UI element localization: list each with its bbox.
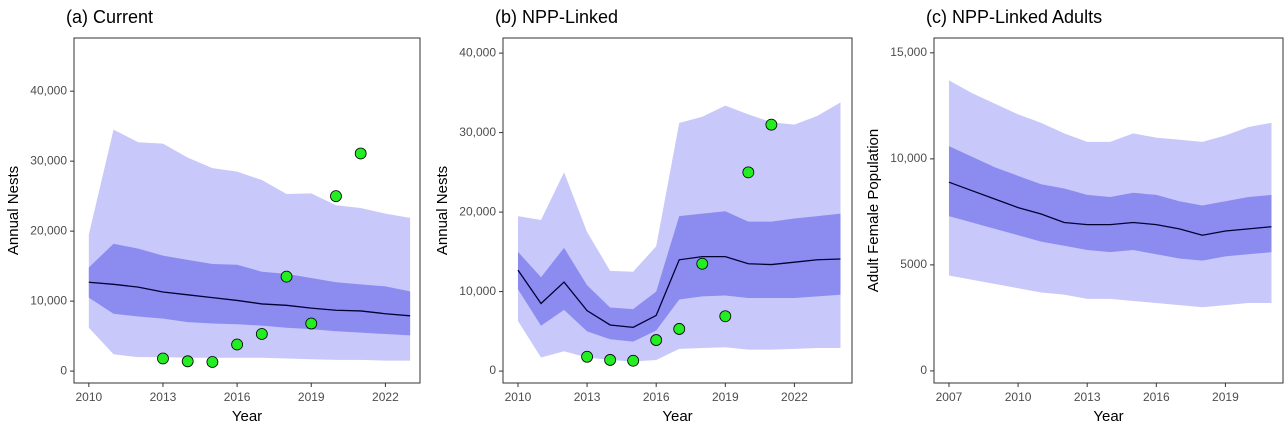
y-tick-label: 40,000 (459, 45, 496, 59)
panel: (c) NPP-Linked Adults Year Adult Female Po… (865, 7, 1284, 425)
panel-border (502, 37, 853, 384)
x-tick-label: 2010 (1005, 390, 1032, 404)
median-line (517, 255, 841, 329)
median-line (88, 281, 411, 317)
x-tick-label: 2013 (150, 390, 177, 404)
panel-title: (a) Current (66, 7, 153, 27)
observed-point (305, 317, 318, 330)
x-tick-label: 2016 (643, 390, 670, 404)
y-axis-label: Annual Nests (434, 166, 451, 255)
observed-point (604, 354, 617, 366)
y-tick-label: 15,000 (890, 45, 927, 59)
inner-band (88, 243, 411, 336)
x-tick-label: 2013 (574, 390, 601, 404)
x-tick-label: 2013 (1074, 390, 1101, 404)
x-tick-label: 2016 (1143, 390, 1170, 404)
y-tick-label: 20,000 (30, 223, 67, 237)
panel: (a) Current Year Annual Nests 0 10,000 20,000… (5, 7, 421, 425)
x-tick-label: 2019 (298, 390, 325, 404)
y-tick-label: 30,000 (459, 125, 496, 139)
x-axis-label: Year (232, 408, 262, 425)
x-tick-label: 2010 (505, 390, 532, 404)
panel-border (73, 37, 421, 384)
y-tick-label: 20,000 (459, 204, 496, 218)
x-tick-label: 2019 (712, 390, 739, 404)
observed-point (181, 355, 194, 368)
observed-point (330, 190, 342, 203)
observed-point (206, 356, 219, 368)
y-tick-label: 5000 (900, 257, 927, 271)
x-tick-label: 2007 (936, 390, 963, 404)
observed-point (765, 118, 778, 131)
x-tick-label: 2010 (75, 390, 102, 404)
observed-point (719, 310, 732, 323)
y-tick-label: 10,000 (459, 284, 496, 298)
observed-point (650, 334, 663, 346)
panel-title: (c) NPP-Linked Adults (926, 7, 1102, 27)
observed-point (231, 338, 244, 351)
y-tick-label: 0 (920, 363, 927, 377)
observed-point (280, 270, 293, 283)
observed-point (581, 350, 593, 363)
y-axis-label: Annual Nests (5, 166, 22, 255)
panel: (b) NPP-Linked Year Annual Nests 0 10,000 20,… (434, 7, 853, 425)
observed-point (673, 323, 686, 335)
y-tick-label: 40,000 (30, 83, 67, 97)
inner-band (517, 211, 841, 342)
observed-point (696, 257, 709, 270)
x-tick-label: 2016 (224, 390, 251, 404)
x-tick-label: 2019 (1212, 390, 1239, 404)
x-axis-label: Year (662, 408, 692, 425)
y-tick-label: 0 (60, 363, 67, 377)
panel-title: (b) NPP-Linked (495, 7, 618, 27)
observed-point (255, 328, 268, 340)
observed-point (742, 166, 755, 179)
y-axis-label: Adult Female Population (865, 129, 882, 292)
x-tick-label: 2022 (781, 390, 808, 404)
y-tick-label: 0 (489, 363, 496, 377)
median-line (948, 181, 1272, 236)
observed-point (157, 352, 169, 365)
y-tick-label: 10,000 (30, 293, 67, 307)
x-tick-label: 2022 (372, 390, 399, 404)
observed-point (354, 147, 367, 160)
x-axis-label: Year (1093, 408, 1123, 425)
observed-point (627, 354, 640, 367)
panel-border (933, 37, 1284, 384)
y-tick-label: 10,000 (890, 151, 927, 165)
y-tick-label: 30,000 (30, 153, 67, 167)
